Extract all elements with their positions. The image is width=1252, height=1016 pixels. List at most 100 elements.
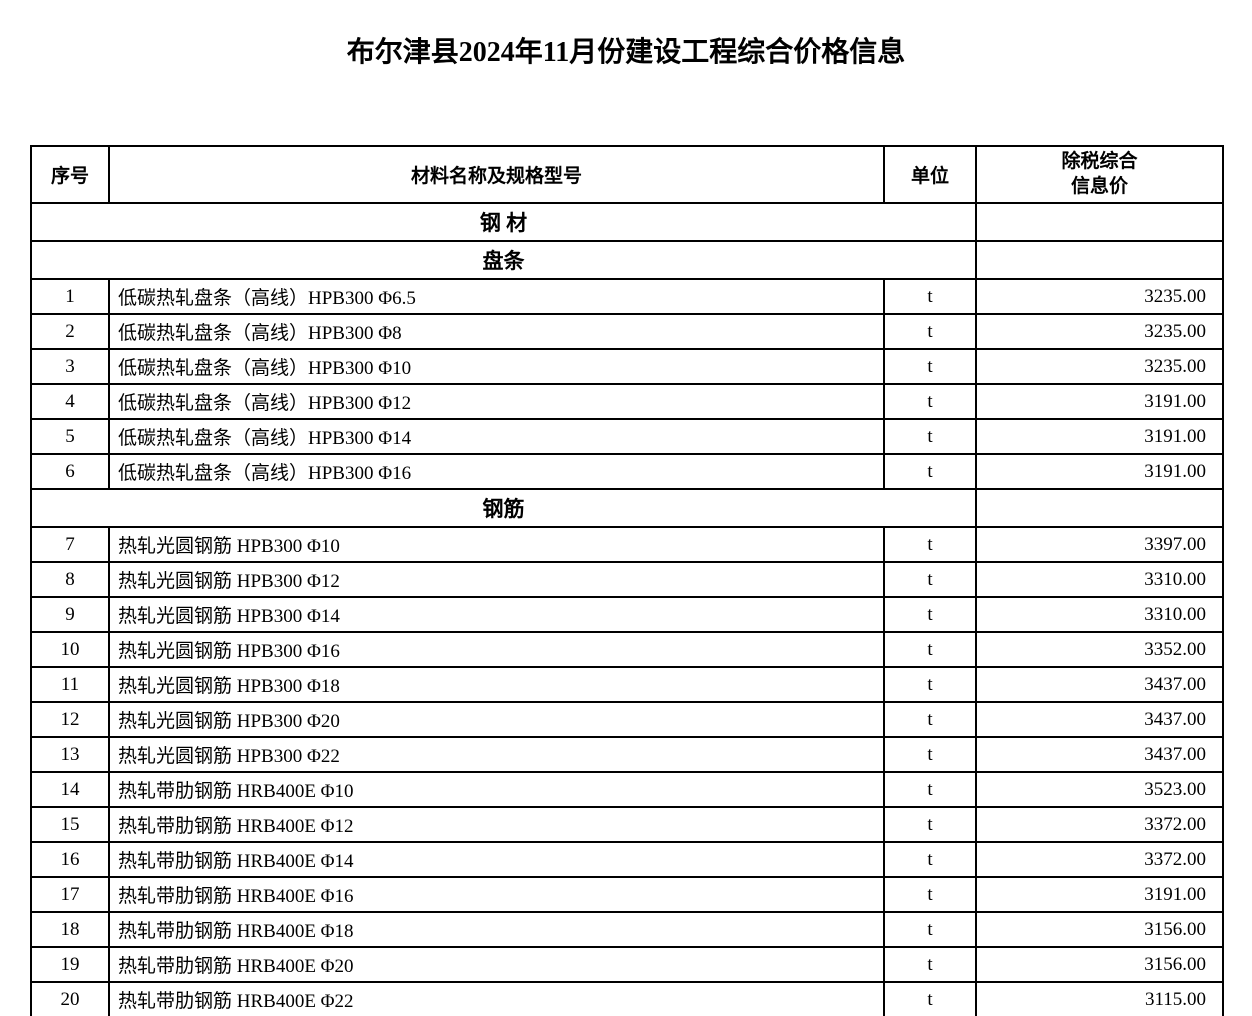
cell-unit: t bbox=[884, 454, 976, 489]
cell-name: 热轧带肋钢筋 HRB400E Φ18 bbox=[109, 912, 884, 947]
cell-name: 热轧带肋钢筋 HRB400E Φ22 bbox=[109, 982, 884, 1016]
header-name: 材料名称及规格型号 bbox=[109, 146, 884, 203]
table-row: 12热轧光圆钢筋 HPB300 Φ20t3437.00 bbox=[31, 702, 1223, 737]
header-price: 除税综合 信息价 bbox=[976, 146, 1223, 203]
section-header: 钢 材 bbox=[31, 203, 976, 241]
section-header: 钢筋 bbox=[31, 489, 976, 527]
section-header-empty bbox=[976, 241, 1223, 279]
cell-unit: t bbox=[884, 912, 976, 947]
page-title: 布尔津县2024年11月份建设工程综合价格信息 bbox=[30, 30, 1222, 70]
table-row: 15热轧带肋钢筋 HRB400E Φ12t3372.00 bbox=[31, 807, 1223, 842]
section-header-empty bbox=[976, 203, 1223, 241]
cell-price: 3115.00 bbox=[976, 982, 1223, 1016]
cell-seq: 2 bbox=[31, 314, 109, 349]
cell-seq: 13 bbox=[31, 737, 109, 772]
cell-seq: 4 bbox=[31, 384, 109, 419]
cell-seq: 10 bbox=[31, 632, 109, 667]
table-row: 14热轧带肋钢筋 HRB400E Φ10t3523.00 bbox=[31, 772, 1223, 807]
cell-seq: 15 bbox=[31, 807, 109, 842]
cell-price: 3397.00 bbox=[976, 527, 1223, 562]
cell-seq: 3 bbox=[31, 349, 109, 384]
table-row: 18热轧带肋钢筋 HRB400E Φ18t3156.00 bbox=[31, 912, 1223, 947]
cell-name: 低碳热轧盘条（高线）HPB300 Φ14 bbox=[109, 419, 884, 454]
cell-seq: 14 bbox=[31, 772, 109, 807]
cell-unit: t bbox=[884, 702, 976, 737]
section-header-empty bbox=[976, 489, 1223, 527]
cell-seq: 7 bbox=[31, 527, 109, 562]
cell-price: 3191.00 bbox=[976, 454, 1223, 489]
table-row: 3低碳热轧盘条（高线）HPB300 Φ10t3235.00 bbox=[31, 349, 1223, 384]
table-row: 5低碳热轧盘条（高线）HPB300 Φ14t3191.00 bbox=[31, 419, 1223, 454]
cell-name: 低碳热轧盘条（高线）HPB300 Φ16 bbox=[109, 454, 884, 489]
cell-seq: 20 bbox=[31, 982, 109, 1016]
section-header: 盘条 bbox=[31, 241, 976, 279]
table-header-row: 序号 材料名称及规格型号 单位 除税综合 信息价 bbox=[31, 146, 1223, 203]
table-row: 钢筋 bbox=[31, 489, 1223, 527]
cell-price: 3235.00 bbox=[976, 349, 1223, 384]
cell-unit: t bbox=[884, 279, 976, 314]
cell-name: 热轧带肋钢筋 HRB400E Φ16 bbox=[109, 877, 884, 912]
cell-unit: t bbox=[884, 772, 976, 807]
cell-seq: 1 bbox=[31, 279, 109, 314]
table-row: 10热轧光圆钢筋 HPB300 Φ16t3352.00 bbox=[31, 632, 1223, 667]
cell-name: 热轧光圆钢筋 HPB300 Φ20 bbox=[109, 702, 884, 737]
cell-name: 热轧光圆钢筋 HPB300 Φ12 bbox=[109, 562, 884, 597]
table-row: 钢 材 bbox=[31, 203, 1223, 241]
cell-name: 热轧光圆钢筋 HPB300 Φ14 bbox=[109, 597, 884, 632]
cell-unit: t bbox=[884, 737, 976, 772]
cell-seq: 11 bbox=[31, 667, 109, 702]
cell-name: 热轧光圆钢筋 HPB300 Φ22 bbox=[109, 737, 884, 772]
cell-unit: t bbox=[884, 349, 976, 384]
cell-price: 3437.00 bbox=[976, 702, 1223, 737]
cell-price: 3372.00 bbox=[976, 807, 1223, 842]
cell-seq: 6 bbox=[31, 454, 109, 489]
table-body: 钢 材盘条1低碳热轧盘条（高线）HPB300 Φ6.5t3235.002低碳热轧… bbox=[31, 203, 1223, 1016]
cell-seq: 19 bbox=[31, 947, 109, 982]
cell-price: 3310.00 bbox=[976, 597, 1223, 632]
table-row: 2低碳热轧盘条（高线）HPB300 Φ8t3235.00 bbox=[31, 314, 1223, 349]
table-row: 11热轧光圆钢筋 HPB300 Φ18t3437.00 bbox=[31, 667, 1223, 702]
cell-name: 低碳热轧盘条（高线）HPB300 Φ8 bbox=[109, 314, 884, 349]
cell-unit: t bbox=[884, 527, 976, 562]
table-row: 19热轧带肋钢筋 HRB400E Φ20t3156.00 bbox=[31, 947, 1223, 982]
cell-name: 低碳热轧盘条（高线）HPB300 Φ10 bbox=[109, 349, 884, 384]
table-row: 1低碳热轧盘条（高线）HPB300 Φ6.5t3235.00 bbox=[31, 279, 1223, 314]
price-table: 序号 材料名称及规格型号 单位 除税综合 信息价 钢 材盘条1低碳热轧盘条（高线… bbox=[30, 145, 1224, 1016]
table-row: 8热轧光圆钢筋 HPB300 Φ12t3310.00 bbox=[31, 562, 1223, 597]
cell-seq: 9 bbox=[31, 597, 109, 632]
cell-price: 3437.00 bbox=[976, 737, 1223, 772]
cell-price: 3235.00 bbox=[976, 279, 1223, 314]
table-row: 20热轧带肋钢筋 HRB400E Φ22t3115.00 bbox=[31, 982, 1223, 1016]
cell-name: 热轧带肋钢筋 HRB400E Φ14 bbox=[109, 842, 884, 877]
cell-name: 低碳热轧盘条（高线）HPB300 Φ6.5 bbox=[109, 279, 884, 314]
cell-unit: t bbox=[884, 842, 976, 877]
cell-price: 3235.00 bbox=[976, 314, 1223, 349]
cell-price: 3372.00 bbox=[976, 842, 1223, 877]
header-seq: 序号 bbox=[31, 146, 109, 203]
cell-unit: t bbox=[884, 597, 976, 632]
table-row: 7热轧光圆钢筋 HPB300 Φ10t3397.00 bbox=[31, 527, 1223, 562]
cell-unit: t bbox=[884, 667, 976, 702]
table-row: 16热轧带肋钢筋 HRB400E Φ14t3372.00 bbox=[31, 842, 1223, 877]
cell-seq: 18 bbox=[31, 912, 109, 947]
cell-name: 热轧带肋钢筋 HRB400E Φ20 bbox=[109, 947, 884, 982]
cell-price: 3191.00 bbox=[976, 877, 1223, 912]
cell-unit: t bbox=[884, 982, 976, 1016]
cell-name: 低碳热轧盘条（高线）HPB300 Φ12 bbox=[109, 384, 884, 419]
header-price-line2: 信息价 bbox=[1071, 176, 1128, 197]
cell-price: 3310.00 bbox=[976, 562, 1223, 597]
cell-name: 热轧光圆钢筋 HPB300 Φ10 bbox=[109, 527, 884, 562]
cell-seq: 12 bbox=[31, 702, 109, 737]
table-row: 4低碳热轧盘条（高线）HPB300 Φ12t3191.00 bbox=[31, 384, 1223, 419]
table-row: 9热轧光圆钢筋 HPB300 Φ14t3310.00 bbox=[31, 597, 1223, 632]
cell-name: 热轧带肋钢筋 HRB400E Φ10 bbox=[109, 772, 884, 807]
cell-name: 热轧光圆钢筋 HPB300 Φ16 bbox=[109, 632, 884, 667]
header-unit: 单位 bbox=[884, 146, 976, 203]
cell-seq: 16 bbox=[31, 842, 109, 877]
cell-name: 热轧带肋钢筋 HRB400E Φ12 bbox=[109, 807, 884, 842]
cell-unit: t bbox=[884, 562, 976, 597]
cell-unit: t bbox=[884, 384, 976, 419]
cell-seq: 17 bbox=[31, 877, 109, 912]
cell-price: 3352.00 bbox=[976, 632, 1223, 667]
cell-unit: t bbox=[884, 419, 976, 454]
